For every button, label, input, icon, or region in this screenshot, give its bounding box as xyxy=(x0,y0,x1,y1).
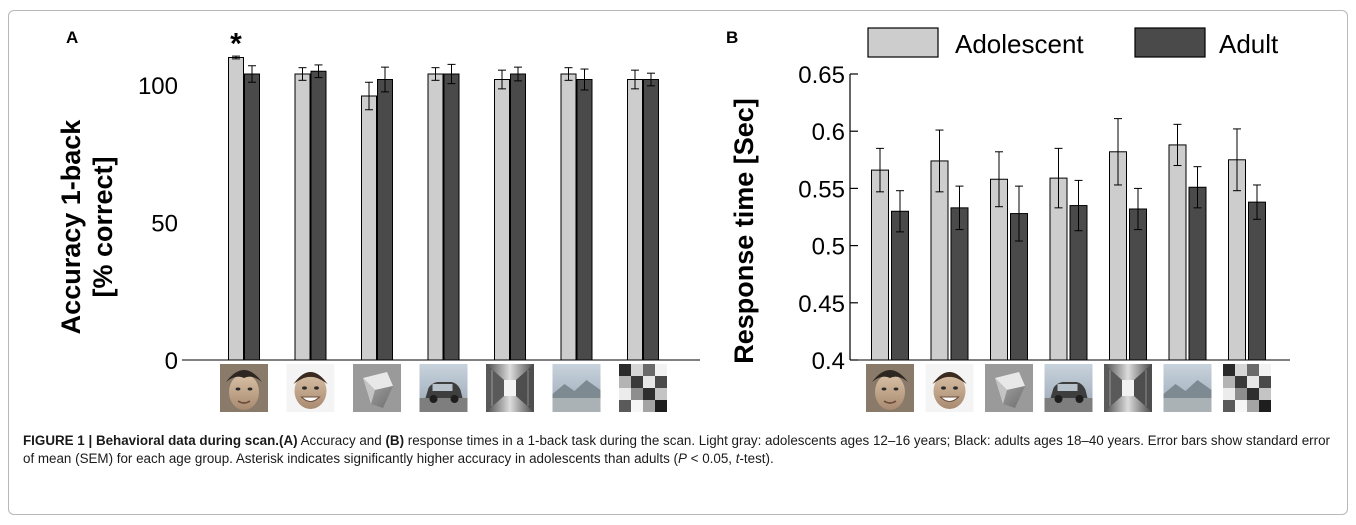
accuracy-bar-adolescent xyxy=(294,73,311,361)
rt-bar-adult xyxy=(950,207,969,361)
caption-text-3: < 0.05, xyxy=(686,451,736,467)
accuracy-bar-adult xyxy=(510,73,526,361)
rt-ytick-label: 0.65 xyxy=(798,62,845,89)
caption-p-symbol: P xyxy=(678,451,687,467)
accuracy-ylabel-line1: Accuracy 1-back xyxy=(56,119,86,335)
figure-canvas: A B Adolescent Adult Accuracy 1-back [% … xyxy=(56,27,1290,413)
landscape-icon xyxy=(1163,364,1212,412)
corridor-icon xyxy=(1103,363,1153,413)
scrambled-image-icon xyxy=(1223,364,1271,412)
rt-bar-adult xyxy=(1248,201,1266,361)
caption-b-ref: (B) xyxy=(385,433,405,448)
abstract-object-icon xyxy=(353,364,401,412)
accuracy-significance-asterisk: * xyxy=(230,28,242,61)
rt-bar-adult xyxy=(891,210,909,361)
accuracy-bar-adolescent xyxy=(361,95,377,361)
response-time-ylabel: Response time [Sec] xyxy=(729,98,759,364)
legend-label-adult: Adult xyxy=(1219,29,1279,59)
car-icon xyxy=(419,364,468,412)
rt-ytick-label: 0.55 xyxy=(798,176,845,203)
accuracy-ytick-label: 50 xyxy=(151,211,178,238)
legend-swatch-adult xyxy=(1134,27,1206,58)
accuracy-bar-adult xyxy=(443,73,460,361)
rt-ytick-label: 0.6 xyxy=(812,119,845,146)
caption-text-2: response times in a 1-back task during t… xyxy=(23,433,1330,467)
accuracy-bar-adolescent xyxy=(560,73,577,361)
caption-text-4: -test). xyxy=(739,451,774,467)
caption-lead: FIGURE 1 | Behavioral data during scan. xyxy=(23,433,279,448)
accuracy-bar-adolescent xyxy=(627,79,643,361)
adolescent-face-icon xyxy=(865,363,915,413)
scrambled-image-icon xyxy=(619,364,667,412)
accuracy-bar-adolescent xyxy=(494,79,510,361)
rt-bar-adolescent xyxy=(1168,144,1187,361)
child-face-icon xyxy=(286,363,335,413)
panel-a-label: A xyxy=(66,28,78,47)
accuracy-bar-adult xyxy=(643,79,659,361)
child-face-icon xyxy=(925,363,974,413)
rt-ytick-label: 0.45 xyxy=(798,291,845,318)
figure-caption: FIGURE 1 | Behavioral data during scan.(… xyxy=(23,432,1333,469)
accuracy-chart: Accuracy 1-back [% correct] 0 50 100 * xyxy=(56,28,700,413)
adolescent-face-icon xyxy=(219,363,269,413)
rt-ytick-label: 0.5 xyxy=(812,234,845,261)
abstract-object-icon xyxy=(985,364,1033,412)
rt-bar-adolescent xyxy=(871,169,889,361)
landscape-icon xyxy=(552,364,601,412)
accuracy-bar-adolescent xyxy=(427,73,444,361)
accuracy-bar-adult xyxy=(244,73,260,361)
legend-label-adolescent: Adolescent xyxy=(955,29,1084,59)
accuracy-bar-adolescent xyxy=(228,57,244,361)
accuracy-bar-adult xyxy=(377,79,393,361)
caption-t-symbol: t xyxy=(735,451,740,467)
legend-swatch-adolescent xyxy=(867,27,939,58)
rt-ytick-label: 0.4 xyxy=(812,348,845,375)
caption-text-1: Accuracy and xyxy=(297,433,386,448)
corridor-icon xyxy=(485,363,535,413)
caption-a-ref: (A) xyxy=(279,433,298,448)
rt-bar-adult xyxy=(1188,186,1207,361)
response-time-chart: Response time [Sec] 0.4 0.45 0.5 0.55 0.6 0.6… xyxy=(729,62,1290,413)
car-icon xyxy=(1044,364,1093,412)
accuracy-ytick-label: 0 xyxy=(165,348,178,375)
accuracy-bar-adult xyxy=(576,79,593,361)
figure-frame xyxy=(8,10,1348,515)
panel-b-label: B xyxy=(726,28,738,47)
accuracy-ylabel-line2: [% correct] xyxy=(88,156,118,297)
legend: Adolescent Adult xyxy=(867,27,1279,59)
accuracy-bar-adult xyxy=(310,70,327,361)
accuracy-ytick-label: 100 xyxy=(138,73,178,100)
rt-bar-adult xyxy=(1129,208,1147,361)
